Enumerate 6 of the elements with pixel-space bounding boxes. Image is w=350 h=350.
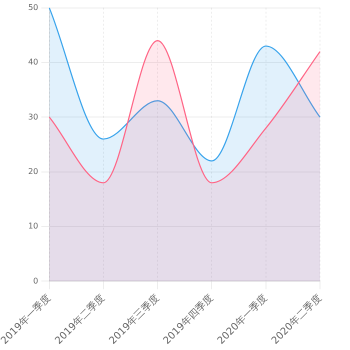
- y-tick-label: 40: [28, 58, 38, 67]
- y-tick-label: 10: [28, 222, 38, 231]
- y-tick-label: 0: [33, 276, 38, 286]
- y-tick-label: 30: [28, 112, 38, 122]
- y-tick-label: 50: [28, 2, 38, 12]
- y-tick-label: 20: [28, 166, 38, 176]
